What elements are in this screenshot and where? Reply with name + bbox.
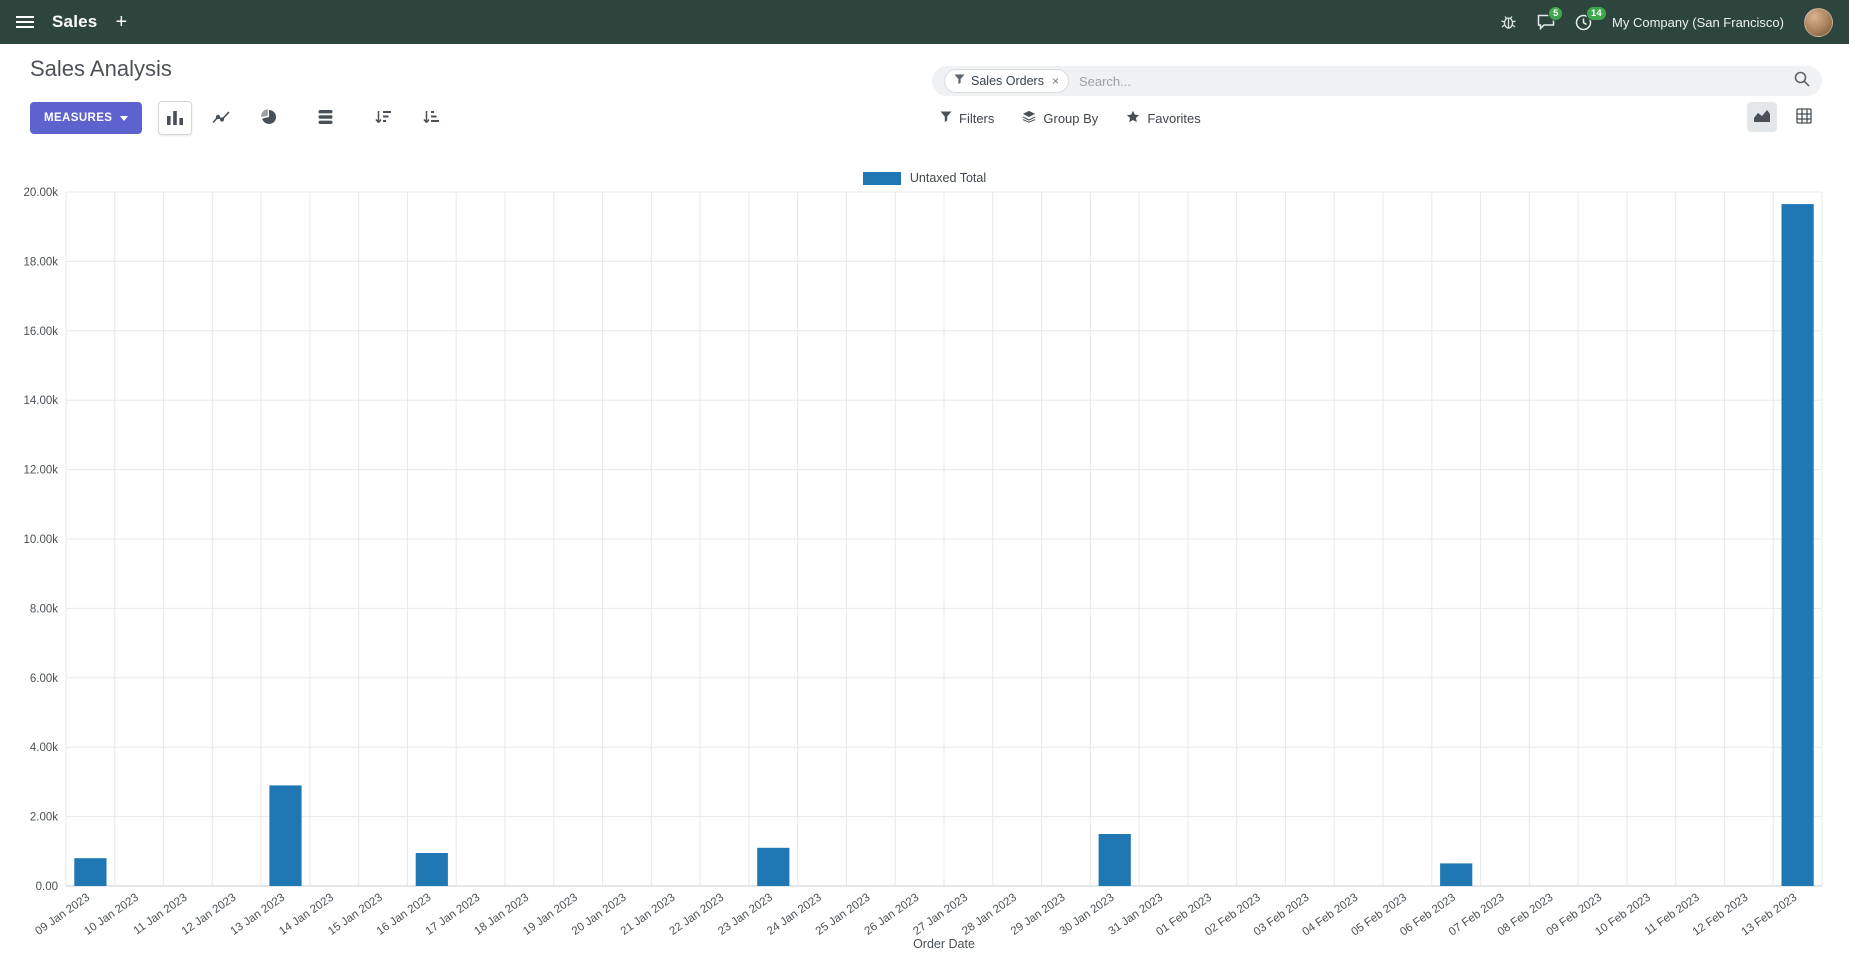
svg-text:10.00k: 10.00k [23,534,58,546]
filters-funnel-icon [940,111,952,126]
top-navbar: Sales + 5 14 My Company (San Francisco) [0,0,1849,44]
pie-chart-button[interactable] [252,101,286,135]
measures-label: MEASURES [44,112,113,124]
messages-icon[interactable]: 5 [1537,6,1564,30]
group-by-label: Group By [1043,110,1099,126]
stacked-icon [318,109,333,128]
messages-count-badge: 5 [1548,6,1564,22]
search-options: Filters Group By Favorites [940,100,1201,136]
pie-chart-icon [261,108,277,128]
chart-area: Untaxed Total 0.00 2.00k 4.00k 6.00k 8.00k 10… [0,160,1849,958]
line-chart-button[interactable] [204,101,238,135]
svg-text:0.00: 0.00 [36,881,58,893]
legend-swatch [862,171,901,185]
chart-legend[interactable]: Untaxed Total [0,170,1849,186]
group-by-layers-icon [1022,110,1036,126]
sales-bar-chart[interactable]: 0.00 2.00k 4.00k 6.00k 8.00k 10.00k 12.00k 14.0… [0,186,1849,958]
graph-view-icon [1753,109,1771,126]
svg-text:14.00k: 14.00k [23,395,58,407]
filters-label: Filters [959,110,995,126]
search-bar[interactable]: Sales Orders × [932,66,1822,96]
activities-count-badge: 14 [1586,5,1607,21]
sort-ascending-icon [422,109,440,128]
svg-text:6.00k: 6.00k [30,673,58,685]
graph-view-button[interactable] [1747,102,1777,132]
search-icon[interactable] [1794,71,1810,92]
sort-descending-button[interactable] [366,101,400,135]
facet-label: Sales Orders [971,74,1044,88]
favorites-button[interactable]: Favorites [1126,110,1201,126]
svg-text:20.00k: 20.00k [23,187,58,199]
svg-text:2.00k: 2.00k [30,812,58,824]
new-tab-button[interactable]: + [115,11,128,33]
app-name[interactable]: Sales [52,12,98,31]
page-title: Sales Analysis [30,56,172,81]
company-switcher[interactable]: My Company (San Francisco) [1612,14,1784,30]
pivot-view-icon [1796,107,1812,127]
debug-bug-icon[interactable] [1500,14,1517,30]
filters-button[interactable]: Filters [940,111,994,126]
view-switcher [1747,102,1819,132]
search-facet-sales-orders[interactable]: Sales Orders × [944,69,1069,93]
group-by-button[interactable]: Group By [1022,110,1098,126]
funnel-icon [954,74,965,88]
svg-text:18.00k: 18.00k [23,256,58,268]
activities-clock-icon[interactable]: 14 [1575,5,1607,31]
svg-text:10 Jan 2023: 10 Jan 2023 [82,892,141,938]
search-input[interactable] [1078,73,1784,89]
svg-text:8.00k: 8.00k [30,603,58,615]
svg-text:Order Date: Order Date [913,937,975,951]
favorites-star-icon [1126,110,1140,126]
facet-remove-icon[interactable]: × [1051,74,1059,88]
view-toolbar: MEASURES [30,100,1819,136]
bar-chart-button[interactable] [158,101,193,135]
svg-text:4.00k: 4.00k [30,742,58,754]
apps-menu-icon[interactable] [16,15,34,29]
svg-text:16.00k: 16.00k [23,326,58,338]
pivot-view-button[interactable] [1789,102,1819,132]
sort-ascending-button[interactable] [414,101,448,135]
legend-label: Untaxed Total [909,171,987,185]
measures-button[interactable]: MEASURES [30,102,143,134]
line-chart-icon [212,109,230,128]
stacked-toggle-button[interactable] [308,101,342,135]
control-panel: Sales Analysis Sales Orders × MEASURES [0,44,1849,160]
chevron-down-icon [120,115,129,121]
user-avatar[interactable] [1804,7,1833,37]
sort-descending-icon [374,109,392,128]
svg-text:12.00k: 12.00k [23,465,58,477]
favorites-label: Favorites [1147,110,1201,126]
bar-chart-icon [166,109,184,128]
